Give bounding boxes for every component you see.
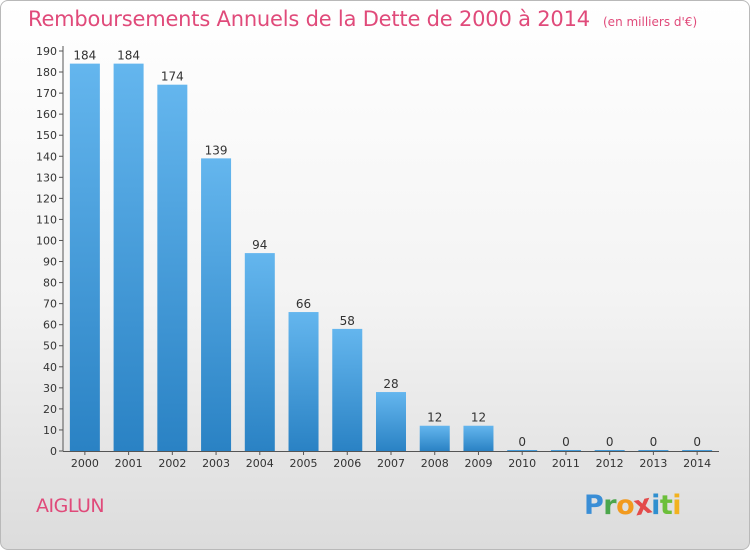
y-tick-label: 170	[36, 87, 57, 100]
logo-letter: i	[672, 490, 682, 521]
bar	[507, 450, 538, 451]
logo-letter: i	[651, 490, 660, 521]
y-tick-label: 120	[36, 192, 57, 205]
logo-letter: r	[603, 490, 617, 521]
bar	[113, 63, 144, 451]
y-tick-label: 130	[36, 171, 57, 184]
chart-subtitle: (en milliers d'€)	[603, 15, 698, 29]
bar	[288, 312, 319, 451]
value-label: 139	[205, 143, 228, 157]
x-tick-label: 2005	[290, 457, 318, 470]
x-tick-label: 2002	[158, 457, 186, 470]
x-tick-label: 2012	[596, 457, 624, 470]
value-label: 0	[562, 435, 570, 449]
x-tick-label: 2013	[639, 457, 667, 470]
y-tick-label: 160	[36, 108, 57, 121]
value-label: 184	[117, 49, 140, 63]
x-tick-label: 2011	[552, 457, 580, 470]
value-label: 184	[73, 49, 96, 63]
y-tick-label: 80	[43, 277, 57, 290]
bar	[376, 392, 406, 451]
y-tick-label: 140	[36, 150, 57, 163]
logo-letter: t	[659, 490, 673, 521]
bar	[201, 158, 232, 452]
value-label: 66	[296, 297, 311, 311]
x-tick-label: 2003	[202, 457, 230, 470]
bar	[550, 450, 581, 451]
y-tick-label: 180	[36, 66, 57, 79]
value-label: 12	[471, 411, 486, 425]
bar	[463, 425, 494, 451]
x-tick-label: 2001	[115, 457, 143, 470]
x-tick-label: 2009	[464, 457, 492, 470]
value-label: 174	[161, 70, 184, 84]
x-tick-label: 2010	[508, 457, 536, 470]
bar	[244, 253, 275, 451]
y-tick-label: 50	[43, 340, 57, 353]
chart-title-block: Remboursements Annuels de la Dette de 20…	[28, 7, 697, 31]
y-tick-label: 100	[36, 234, 57, 247]
y-tick-label: 30	[43, 382, 57, 395]
bar	[638, 450, 669, 451]
y-tick-label: 20	[43, 403, 57, 416]
commune-name: AIGLUN	[36, 495, 105, 517]
y-tick-label: 70	[43, 298, 57, 311]
value-label: 12	[427, 411, 442, 425]
x-tick-label: 2007	[377, 457, 405, 470]
value-label: 0	[650, 435, 658, 449]
x-tick-label: 2004	[246, 457, 274, 470]
x-tick-label: 2006	[333, 457, 361, 470]
bar	[69, 63, 100, 451]
value-label: 28	[383, 377, 398, 391]
bar	[157, 84, 188, 452]
logo-letter: o	[616, 490, 635, 521]
value-label: 0	[518, 435, 526, 449]
proxiti-logo: Proxiti	[584, 489, 682, 523]
value-label: 0	[693, 435, 701, 449]
bar-chart: 0102030405060708090100110120130140150160…	[36, 45, 719, 470]
bar	[332, 328, 363, 451]
y-tick-label: 60	[43, 319, 57, 332]
value-label: 0	[606, 435, 614, 449]
y-tick-label: 10	[43, 424, 57, 437]
bar	[419, 425, 450, 451]
bar	[594, 450, 625, 451]
x-tick-label: 2014	[683, 457, 711, 470]
y-tick-label: 0	[50, 445, 57, 458]
x-tick-label: 2000	[71, 457, 99, 470]
y-tick-label: 40	[43, 361, 57, 374]
y-tick-label: 190	[36, 45, 57, 58]
value-label: 94	[252, 238, 267, 252]
y-tick-label: 150	[36, 129, 57, 142]
y-tick-label: 90	[43, 256, 57, 269]
bar	[682, 450, 713, 451]
value-label: 58	[340, 314, 355, 328]
logo-letter: P	[584, 490, 604, 521]
chart-title: Remboursements Annuels de la Dette de 20…	[28, 7, 590, 31]
y-tick-label: 110	[36, 213, 57, 226]
x-tick-label: 2008	[421, 457, 449, 470]
